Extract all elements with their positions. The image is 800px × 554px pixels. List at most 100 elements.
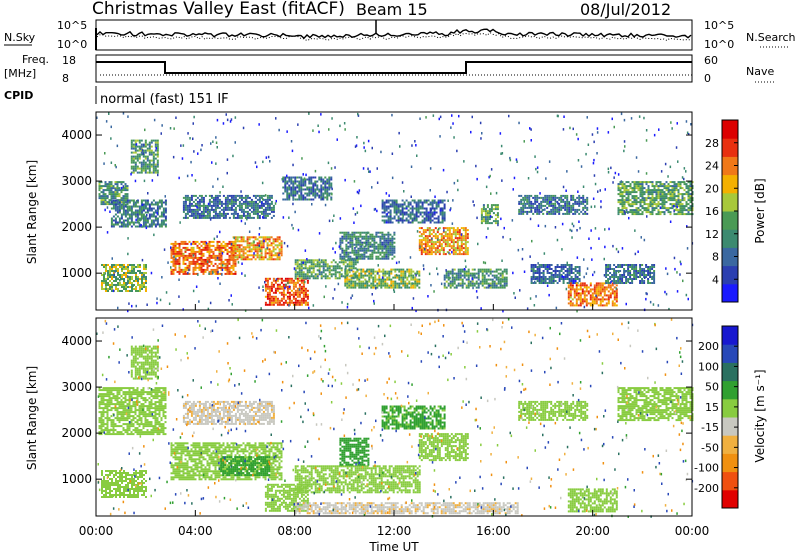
heatmap-cell bbox=[655, 203, 658, 206]
heatmap-cell bbox=[288, 293, 291, 296]
heatmap-cell bbox=[370, 276, 373, 279]
heatmap-cell bbox=[562, 264, 565, 266]
heatmap-cell bbox=[428, 245, 431, 248]
heatmap-cell bbox=[372, 276, 375, 279]
heatmap-cell bbox=[426, 253, 429, 256]
heatmap-cell bbox=[192, 240, 195, 243]
heatmap-cell bbox=[288, 299, 291, 302]
heatmap-cell bbox=[228, 272, 231, 275]
heatmap-cell bbox=[324, 192, 327, 195]
heatmap-cell bbox=[461, 280, 464, 283]
heatmap-cell bbox=[361, 255, 364, 258]
heatmap-cell bbox=[234, 272, 237, 275]
heatmap-cell bbox=[176, 252, 179, 255]
heatmap-cell bbox=[532, 270, 535, 272]
heatmap-cell bbox=[420, 227, 423, 230]
heatmap-cell bbox=[355, 249, 358, 252]
heatmap-cell bbox=[270, 208, 273, 211]
heatmap-cell bbox=[683, 199, 686, 202]
heatmap-cell bbox=[595, 284, 598, 287]
heatmap-cell bbox=[450, 235, 453, 238]
heatmap-cell bbox=[405, 211, 408, 214]
heatmap-cell bbox=[180, 268, 183, 271]
heatmap-cell bbox=[145, 268, 147, 270]
heatmap-cell bbox=[300, 289, 303, 292]
heatmap-cell bbox=[109, 286, 111, 288]
heatmap-cell bbox=[328, 180, 331, 183]
heatmap-cell bbox=[254, 194, 257, 197]
heatmap-cell bbox=[681, 193, 684, 196]
heatmap-cell bbox=[601, 298, 604, 301]
heatmap-cell bbox=[224, 216, 227, 219]
heatmap-cell bbox=[260, 212, 263, 215]
heatmap-cell bbox=[591, 288, 594, 291]
heatmap-cell bbox=[292, 190, 295, 193]
heatmap-cell bbox=[452, 247, 455, 250]
heatmap-cell bbox=[216, 198, 219, 201]
heatmap-cell bbox=[482, 220, 485, 223]
heatmap-cell bbox=[252, 246, 255, 249]
heatmap-cell bbox=[393, 249, 396, 252]
heatmap-cell bbox=[552, 198, 555, 201]
heatmap-cell bbox=[304, 184, 307, 187]
heatmap-cell bbox=[280, 287, 283, 290]
heatmap-cell bbox=[387, 237, 390, 240]
heatmap-cell bbox=[641, 201, 644, 204]
heatmap-cell bbox=[390, 268, 393, 271]
heatmap-cell bbox=[308, 277, 311, 280]
heatmap-cell bbox=[288, 180, 291, 183]
heatmap-cell bbox=[617, 185, 620, 188]
heatmap-cell bbox=[575, 286, 578, 289]
heatmap-cell bbox=[418, 247, 421, 250]
heatmap-cell bbox=[310, 259, 313, 262]
heatmap-cell bbox=[584, 212, 587, 215]
heatmap-cell bbox=[566, 276, 569, 278]
heatmap-cell bbox=[359, 245, 362, 248]
heatmap-cell bbox=[338, 271, 341, 274]
heatmap-cell bbox=[482, 206, 485, 209]
heatmap-cell bbox=[266, 297, 269, 300]
heatmap-cell bbox=[486, 220, 489, 223]
heatmap-cell bbox=[108, 191, 111, 194]
heatmap-cell bbox=[256, 210, 259, 213]
heatmap-cell bbox=[160, 215, 163, 218]
heatmap-cell bbox=[150, 203, 153, 206]
heatmap-cell bbox=[434, 247, 437, 250]
heatmap-cell bbox=[146, 225, 149, 228]
heatmap-cell bbox=[290, 293, 293, 296]
heatmap-cell bbox=[350, 274, 353, 277]
heatmap-cell bbox=[110, 181, 113, 184]
heatmap-cell bbox=[326, 196, 329, 199]
heatmap-cell bbox=[136, 225, 139, 228]
heatmap-cell bbox=[234, 242, 237, 245]
heatmap-cell bbox=[127, 278, 129, 280]
heatmap-cell bbox=[387, 221, 390, 224]
heatmap-cell bbox=[198, 262, 201, 265]
heatmap-cell bbox=[570, 272, 573, 274]
heatmap-cell bbox=[564, 200, 567, 203]
heatmap-cell bbox=[397, 211, 400, 214]
heatmap-cell bbox=[138, 171, 141, 174]
heatmap-cell bbox=[477, 268, 480, 271]
heatmap-cell bbox=[643, 199, 646, 202]
heatmap-cell bbox=[345, 255, 348, 258]
heatmap-cell bbox=[542, 204, 545, 207]
heatmap-cell bbox=[372, 272, 375, 275]
heatmap-cell bbox=[188, 206, 191, 209]
heatmap-cell bbox=[447, 278, 450, 281]
heatmap-cell bbox=[304, 263, 307, 266]
heatmap-cell bbox=[294, 277, 297, 280]
heatmap-cell bbox=[130, 199, 133, 202]
heatmap-cell bbox=[542, 280, 545, 282]
heatmap-cell bbox=[433, 199, 436, 202]
heatmap-cell bbox=[298, 301, 301, 304]
heatmap-cell bbox=[142, 169, 145, 172]
heatmap-cell bbox=[434, 243, 437, 246]
heatmap-cell bbox=[154, 201, 157, 204]
heatmap-cell bbox=[359, 249, 362, 252]
heatmap-cell bbox=[438, 241, 441, 244]
heatmap-cell bbox=[164, 217, 167, 220]
heatmap-cell bbox=[298, 182, 301, 185]
heatmap-cell bbox=[178, 258, 181, 261]
heatmap-cell bbox=[434, 241, 437, 244]
